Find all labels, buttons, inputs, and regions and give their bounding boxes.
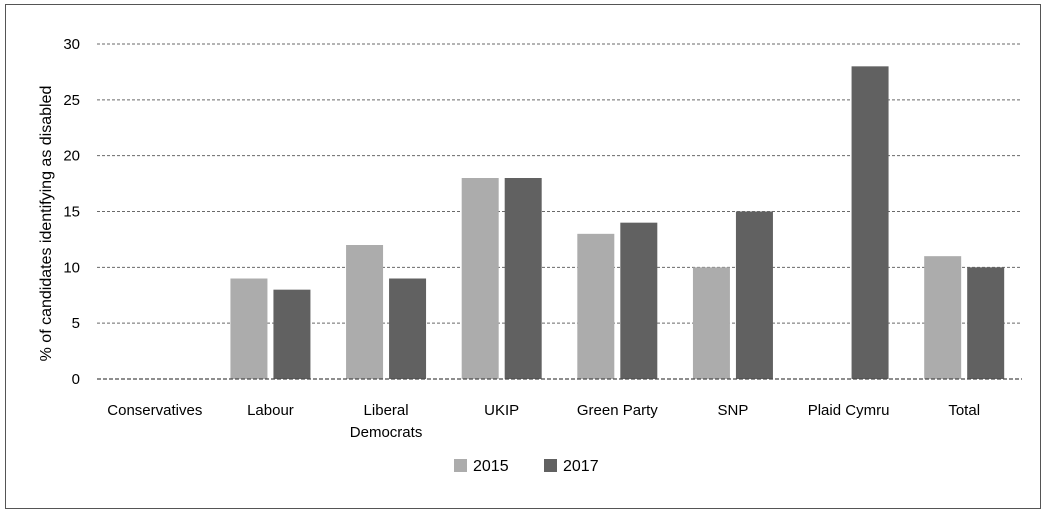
legend-swatch-2015 (454, 459, 467, 472)
bar-2015 (692, 267, 730, 379)
x-tick-label: UKIP (484, 402, 519, 419)
x-tick-label: Plaid Cymru (808, 402, 890, 419)
x-tick-label: Labour (247, 402, 294, 419)
y-tick-label: 25 (63, 92, 80, 109)
bars (230, 66, 1005, 379)
y-tick-label: 5 (72, 315, 80, 332)
bar-2017 (389, 278, 427, 379)
y-axis-title: % of candidates identifying as disabled (38, 86, 55, 362)
bar-2017 (620, 222, 658, 379)
y-tick-label: 20 (63, 148, 80, 165)
bar-2017 (504, 178, 542, 379)
y-tick-label: 15 (63, 204, 80, 221)
x-tick-label: Green Party (577, 402, 658, 419)
bar-2015 (461, 178, 499, 379)
legend-label: 2015 (473, 458, 509, 475)
bar-2015 (346, 245, 384, 379)
bar-2015 (230, 278, 268, 379)
bar-2015 (924, 256, 962, 379)
x-tick-label: Conservatives (107, 402, 202, 419)
bar-2017 (851, 66, 889, 379)
x-tick-label: Total (948, 402, 980, 419)
bar-2017 (273, 289, 311, 379)
bar-2017 (735, 211, 773, 379)
legend-label: 2017 (563, 458, 599, 475)
y-tick-label: 10 (63, 259, 80, 276)
x-axis-ticks: Conservatives Labour Liberal Democrats UKIP G… (107, 402, 980, 441)
bar-2017 (967, 267, 1005, 379)
x-tick-label: Liberal Democrats (350, 402, 423, 441)
y-tick-label: 0 (72, 371, 80, 388)
y-axis-ticks: 0 5 10 15 20 25 30 (63, 36, 80, 388)
y-tick-label: 30 (63, 36, 80, 53)
x-tick-label: SNP (718, 402, 749, 419)
legend: 2015 2017 (454, 458, 599, 475)
bar-2015 (577, 233, 615, 379)
legend-swatch-2017 (544, 459, 557, 472)
